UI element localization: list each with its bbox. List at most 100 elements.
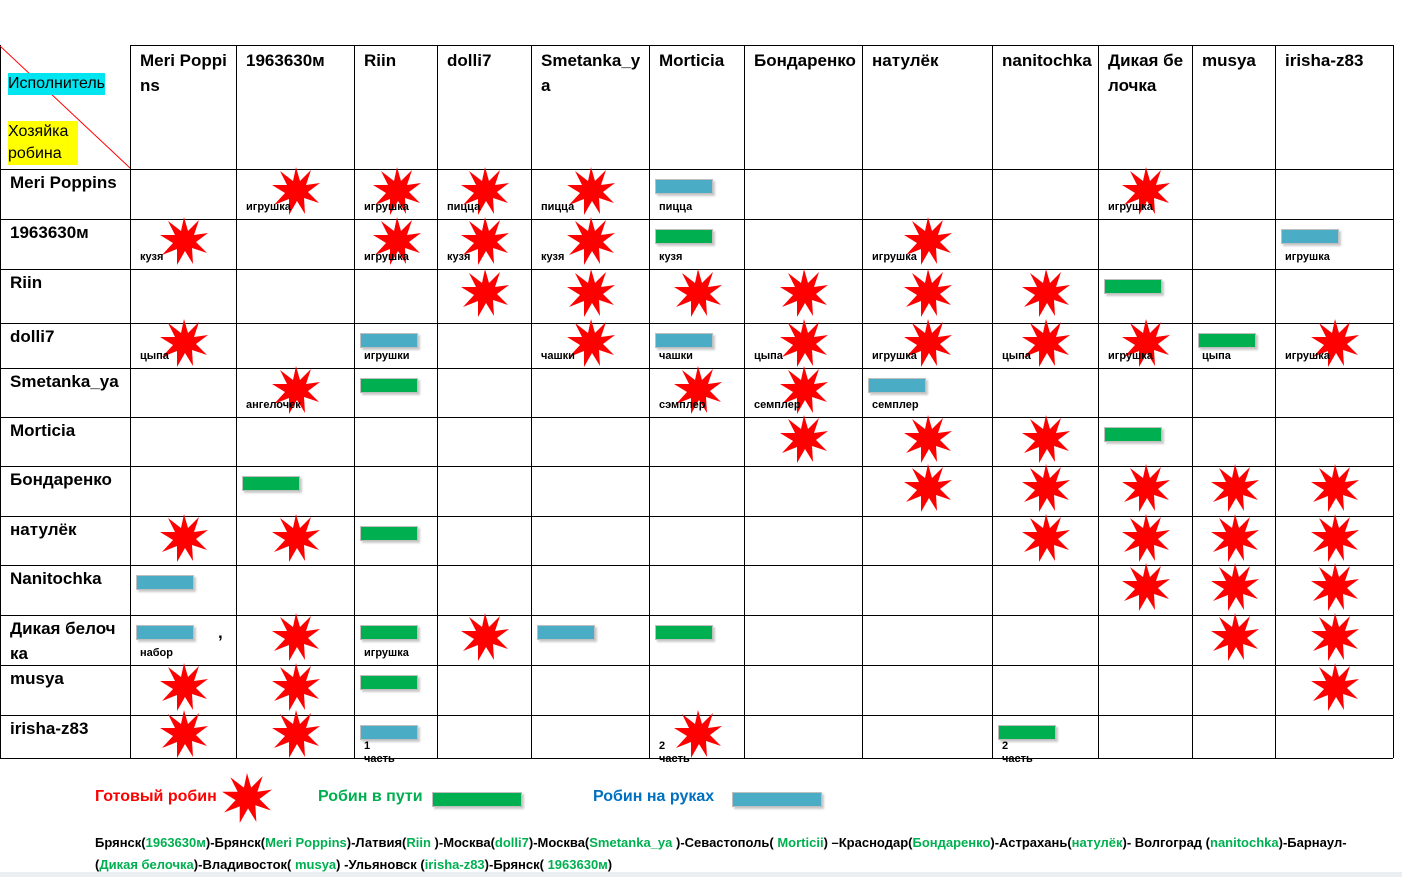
cell-note: игрушка xyxy=(872,251,917,263)
table-vline xyxy=(992,45,993,758)
route-segment: )-Москва( xyxy=(528,835,590,850)
route-segment: Брянск( xyxy=(95,835,146,850)
ready-star-icon xyxy=(673,365,722,414)
route-segment: Riin xyxy=(406,835,435,850)
route-segment: )-Астрахань( xyxy=(990,835,1072,850)
ready-star-icon xyxy=(372,167,421,215)
table-hline xyxy=(0,615,1393,616)
ready-star-icon xyxy=(1022,464,1070,512)
cell-note: цыпа xyxy=(1202,350,1231,362)
column-header: Бондаренко xyxy=(754,51,856,70)
in-transit-bar xyxy=(360,526,418,541)
row-header: irisha-z83 xyxy=(10,719,89,738)
cell-note: набор xyxy=(140,647,173,659)
ready-star-icon xyxy=(272,167,320,215)
ready-star-icon xyxy=(1022,269,1070,317)
ready-star-icon xyxy=(461,269,509,317)
in-hand-bar xyxy=(1281,229,1339,244)
table-vline xyxy=(649,45,650,758)
in-transit-bar xyxy=(1198,333,1256,348)
table-hline xyxy=(0,516,1393,517)
table-vline xyxy=(130,45,131,758)
table-hline xyxy=(0,758,1393,759)
ready-star-icon xyxy=(904,318,952,367)
cell-note: кузя xyxy=(140,251,164,263)
route-segment: Meri Poppins xyxy=(265,835,347,850)
cell-note: сэмплер xyxy=(659,399,706,411)
table-vline xyxy=(354,45,355,758)
table-vline xyxy=(1275,45,1276,758)
cell-note: 1 часть xyxy=(364,740,395,765)
legend-ready-label: Готовый робин xyxy=(95,788,217,805)
ready-star-icon xyxy=(567,217,615,265)
corner-owner-label: Хозяйка робина xyxy=(8,121,78,165)
ready-star-icon xyxy=(160,318,208,367)
cell-note: пицца xyxy=(659,201,693,213)
route-segment: irisha-z83 xyxy=(424,857,485,872)
cell-note: игрушки xyxy=(364,350,410,362)
corner-executor-label: Исполнитель xyxy=(8,73,106,95)
ready-star-icon xyxy=(1210,464,1259,512)
legend-transit-label: Робин в пути xyxy=(318,788,423,805)
ready-star-icon xyxy=(780,269,828,317)
in-transit-bar xyxy=(360,625,418,640)
route-segment: Smetanka_ya xyxy=(589,835,676,850)
ready-star-icon xyxy=(780,365,828,414)
row-header: Дикая белочка xyxy=(10,619,116,663)
row-header: Meri Poppins xyxy=(10,173,117,192)
route-segment: )-Владивосток( xyxy=(193,857,295,872)
legend-transit-bar xyxy=(432,792,522,807)
ready-star-icon xyxy=(1311,318,1359,367)
ready-star-icon xyxy=(1022,318,1070,367)
row-header: musya xyxy=(10,669,64,688)
corner-diagonal xyxy=(0,45,131,169)
row-header: Nanitochka xyxy=(10,569,102,588)
route-segment: Morticii xyxy=(777,835,824,850)
table-hline xyxy=(0,466,1393,467)
row-header: Riin xyxy=(10,273,43,292)
cell-note: игрушка xyxy=(1108,201,1153,213)
route-segment: nanitochka xyxy=(1210,835,1279,850)
ready-star-icon xyxy=(461,167,509,215)
column-header: натулёк xyxy=(872,51,939,70)
ready-star-icon xyxy=(1311,563,1359,611)
ready-star-icon xyxy=(272,663,320,711)
route-segment: )-Москва( xyxy=(434,835,495,850)
ready-star-icon xyxy=(904,269,952,317)
column-header: irisha-z83 xyxy=(1285,51,1364,70)
column-header: musya xyxy=(1202,51,1256,70)
in-transit-bar xyxy=(360,378,418,393)
table-vline xyxy=(0,45,1,758)
cell-note: игрушка xyxy=(872,350,917,362)
legend-ready-star-icon xyxy=(222,773,272,823)
ready-star-icon xyxy=(1210,513,1259,562)
row-header: натулёк xyxy=(10,520,77,539)
in-transit-bar xyxy=(655,229,713,244)
ready-star-icon xyxy=(1022,513,1070,562)
table-vline xyxy=(236,45,237,758)
column-header: dolli7 xyxy=(447,51,492,70)
route-segment: )-Брянск( xyxy=(205,835,266,850)
table-vline xyxy=(862,45,863,758)
cell-note: игрушка xyxy=(246,201,291,213)
cell-note: цыпа xyxy=(140,350,169,362)
in-hand-bar xyxy=(360,333,418,348)
ready-star-icon xyxy=(567,318,615,367)
cell-note: кузя xyxy=(541,251,565,263)
table-hline xyxy=(0,323,1393,324)
table-vline xyxy=(531,45,532,758)
route-text: Брянск(1963630м)-Брянск(Meri Poppins)-Ла… xyxy=(95,832,1355,876)
row-header: Бондаренко xyxy=(10,470,112,489)
route-segment: Бондаренко xyxy=(912,835,991,850)
in-transit-bar xyxy=(655,625,713,640)
table-hline xyxy=(0,665,1393,666)
ready-star-icon xyxy=(1122,464,1170,512)
cell-note: кузя xyxy=(659,251,683,263)
table-hline xyxy=(0,417,1393,418)
ready-star-icon xyxy=(1022,414,1070,463)
route-segment: )- Волгоград ( xyxy=(1122,835,1211,850)
in-transit-bar xyxy=(360,675,418,690)
cell-note: семплер xyxy=(872,399,919,411)
ready-star-icon xyxy=(567,167,615,215)
route-segment: dolli7 xyxy=(494,835,529,850)
